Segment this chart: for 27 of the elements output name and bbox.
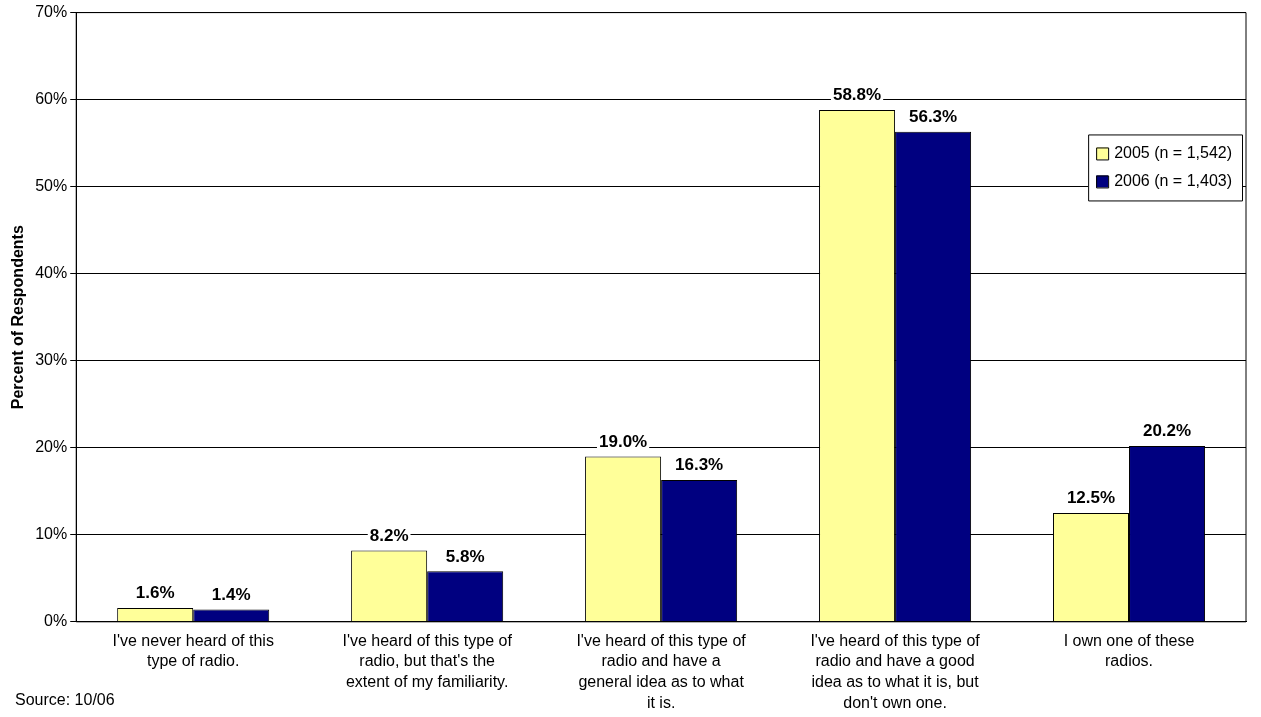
y-tick-label: 60% [35, 90, 68, 108]
x-tick-label: I've never heard of this type of radio. [112, 631, 274, 670]
data-label: 19.0% [598, 431, 648, 451]
data-label: 1.6% [135, 583, 175, 603]
y-tick-label: 70% [35, 3, 68, 21]
y-tick-label: 30% [35, 351, 68, 369]
data-label: 58.8% [832, 85, 882, 105]
y-tick-label: 40% [35, 264, 68, 282]
y-tick-label: 50% [35, 177, 68, 195]
source-note: Source: 10/06 [15, 691, 115, 708]
data-label: 16.3% [675, 455, 724, 475]
x-tick-label: I've heard of this type of radio and have a general idea as to what it is. [576, 631, 747, 712]
data-label: 1.4% [211, 584, 251, 604]
legend-label: 2006 (n = 1,403) [1114, 171, 1233, 189]
y-axis-title: Percent of Respondents [9, 225, 27, 410]
data-label: 8.2% [369, 525, 409, 545]
y-tick-label: 0% [44, 612, 68, 630]
data-label: 20.2% [1142, 421, 1192, 441]
data-label: 56.3% [908, 107, 958, 127]
x-tick-label: I've heard of this type of radio, but that's the extent of my familiarity. [342, 631, 513, 691]
y-tick-label: 10% [35, 525, 68, 543]
x-tick-label: I own one of these radios. [1063, 631, 1195, 670]
data-label: 12.5% [1066, 488, 1116, 508]
data-label: 5.8% [445, 546, 485, 566]
y-tick-label: 20% [35, 438, 68, 456]
x-tick-label: I've heard of this type of radio and have a good idea as to what it is, but don't own one. [810, 631, 981, 712]
legend-label: 2005 (n = 1,542) [1114, 143, 1233, 161]
